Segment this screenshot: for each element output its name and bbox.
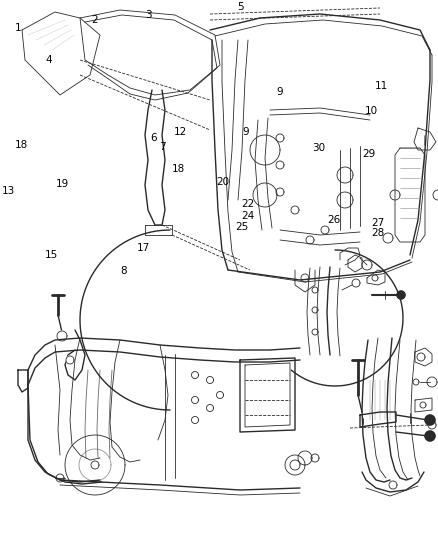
Text: 15: 15 — [45, 250, 58, 260]
Text: 18: 18 — [14, 140, 28, 150]
Text: 11: 11 — [375, 82, 389, 91]
Text: 13: 13 — [2, 186, 15, 196]
Text: 10: 10 — [365, 106, 378, 116]
Polygon shape — [425, 431, 435, 441]
Text: 22: 22 — [241, 199, 254, 208]
Polygon shape — [397, 291, 405, 299]
Text: 17: 17 — [137, 243, 150, 253]
Text: 7: 7 — [159, 142, 166, 151]
Text: 12: 12 — [174, 127, 187, 137]
Polygon shape — [91, 461, 99, 469]
Text: 18: 18 — [172, 165, 185, 174]
Text: 8: 8 — [120, 266, 127, 276]
Text: 27: 27 — [371, 218, 384, 228]
Polygon shape — [425, 415, 435, 425]
Text: 2: 2 — [91, 15, 98, 25]
Text: 25: 25 — [235, 222, 248, 231]
Text: 3: 3 — [145, 10, 152, 20]
Text: 5: 5 — [237, 3, 244, 12]
Text: 30: 30 — [312, 143, 325, 153]
Text: 26: 26 — [327, 215, 340, 224]
Text: 19: 19 — [56, 179, 69, 189]
Text: 4: 4 — [46, 55, 53, 64]
Text: 28: 28 — [371, 229, 384, 238]
Polygon shape — [57, 331, 67, 341]
Text: 1: 1 — [15, 23, 22, 33]
Text: 9: 9 — [276, 87, 283, 96]
Polygon shape — [66, 356, 74, 364]
Text: 9: 9 — [243, 127, 250, 137]
Text: 24: 24 — [241, 211, 254, 221]
Text: 20: 20 — [216, 177, 229, 187]
Text: 6: 6 — [150, 133, 157, 142]
Text: 29: 29 — [362, 149, 375, 158]
